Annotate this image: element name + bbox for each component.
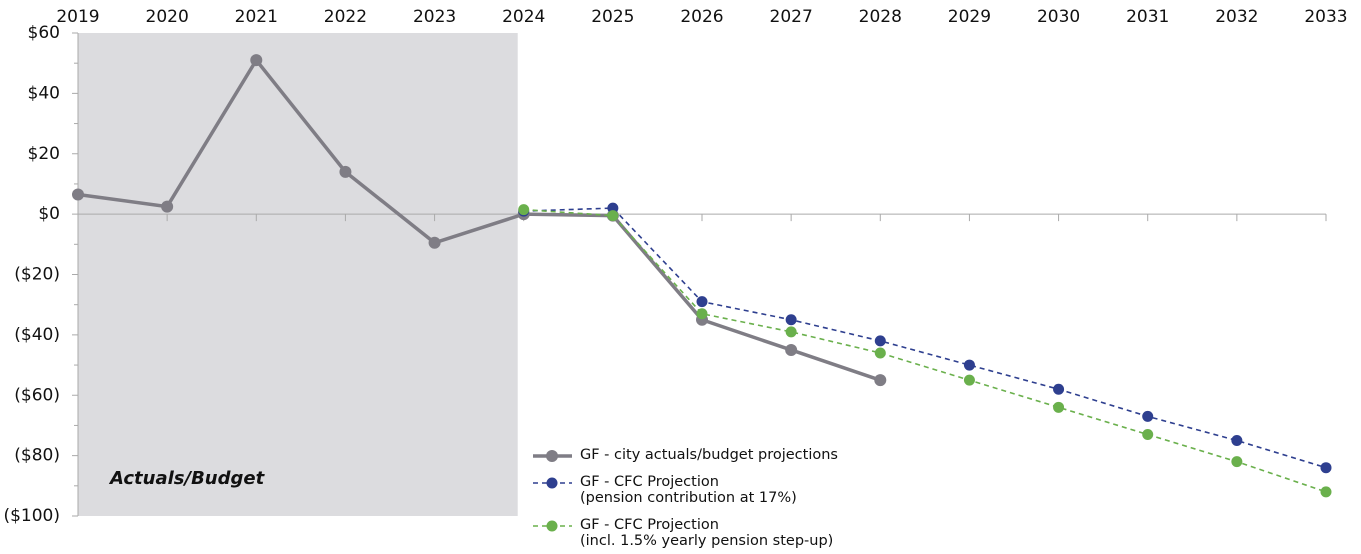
y-tick-label: ($80) (14, 446, 60, 466)
data-point (874, 347, 886, 359)
data-point (1142, 428, 1154, 440)
series-line (523, 207, 1327, 469)
x-tick-label: 2023 (413, 7, 456, 27)
x-tick-label: 2026 (680, 7, 723, 27)
data-point (607, 210, 619, 222)
x-tick-label: 2025 (591, 7, 634, 27)
x-tick-label: 2031 (1126, 7, 1169, 27)
legend-marker (546, 450, 558, 462)
y-tick-label: ($60) (14, 385, 60, 405)
data-point (1320, 462, 1332, 474)
x-tick-label: 2020 (146, 7, 189, 27)
y-tick-label: $0 (38, 204, 60, 224)
data-point (874, 374, 887, 387)
data-point (963, 374, 975, 386)
annotation: Actuals/Budget (110, 468, 265, 489)
data-point (1142, 410, 1154, 422)
legend-label: GF - CFC Projection (pension contributio… (580, 474, 797, 506)
y-tick-label: $20 (28, 144, 60, 164)
y-tick-label: ($20) (14, 265, 60, 285)
x-tick-label: 2019 (56, 7, 99, 27)
data-point (428, 236, 441, 249)
data-point (250, 54, 263, 67)
data-point (1231, 456, 1243, 468)
data-point (1053, 401, 1065, 413)
legend-label: GF - CFC Projection (incl. 1.5% yearly p… (580, 517, 834, 549)
x-tick-label: 2032 (1215, 7, 1258, 27)
data-point (1053, 383, 1065, 395)
x-tick-label: 2024 (502, 7, 545, 27)
data-point (785, 343, 798, 356)
data-point (963, 359, 975, 371)
data-point (785, 314, 797, 326)
data-point (696, 308, 708, 320)
data-point (339, 165, 352, 178)
legend-marker (546, 477, 558, 489)
data-point (161, 200, 174, 213)
x-tick-label: 2027 (770, 7, 813, 27)
series-line (523, 208, 1327, 493)
y-tick-label: $40 (28, 83, 60, 103)
data-point (607, 202, 619, 214)
y-tick-label: $60 (28, 23, 60, 43)
y-tick-label: ($40) (14, 325, 60, 345)
data-point (72, 188, 84, 201)
legend-marker (546, 520, 558, 532)
data-point (785, 326, 797, 338)
y-tick-label: ($100) (3, 506, 60, 526)
x-tick-label: 2029 (948, 7, 991, 27)
legend-label: GF - city actuals/budget projections (580, 447, 838, 463)
data-point (874, 335, 886, 347)
x-tick-label: 2021 (235, 7, 278, 27)
data-point (518, 204, 530, 216)
x-tick-label: 2030 (1037, 7, 1080, 27)
data-point (696, 296, 708, 308)
x-tick-label: 2028 (859, 7, 902, 27)
x-tick-label: 2022 (324, 7, 367, 27)
actuals-shade (78, 33, 518, 516)
series-line (77, 57, 881, 382)
data-point (1231, 435, 1243, 447)
data-point (1320, 486, 1332, 498)
x-tick-label: 2033 (1304, 7, 1347, 27)
